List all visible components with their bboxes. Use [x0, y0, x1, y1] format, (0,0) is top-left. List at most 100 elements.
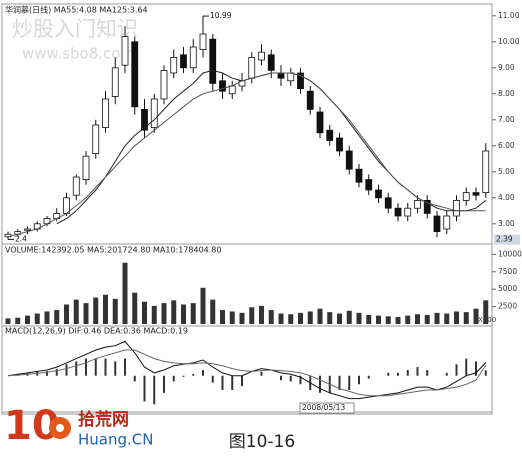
volume-bar: [356, 312, 362, 324]
candle-body: [24, 228, 31, 231]
logo-gear: [49, 417, 71, 439]
macd-bar: [153, 375, 156, 405]
candle-body: [189, 46, 197, 69]
candle-body: [472, 192, 480, 196]
y-tick-label: 10000: [498, 249, 522, 258]
macd-bar: [338, 375, 341, 390]
macd-bar: [94, 358, 97, 376]
y-tick-label: 9.00: [498, 63, 515, 72]
macd-bar: [426, 370, 429, 376]
volume-bar: [395, 317, 401, 324]
candle-body: [453, 199, 460, 217]
low-annotation: 2.4: [15, 234, 27, 243]
macd-bar: [406, 370, 409, 376]
candle-body: [121, 36, 129, 66]
candle-body: [150, 98, 158, 129]
volume-bar: [64, 304, 69, 324]
volume-bar: [249, 307, 255, 324]
macd-bar: [143, 375, 146, 402]
candle-body: [199, 33, 207, 50]
candle-body: [394, 207, 402, 217]
volume-bar: [278, 313, 284, 324]
candle-body: [180, 54, 187, 69]
macd-bar: [163, 375, 165, 393]
candle-body: [345, 150, 353, 170]
macd-bar: [280, 375, 282, 381]
volume-bar: [161, 303, 167, 324]
macd-bar: [85, 358, 87, 376]
macd-bar: [445, 372, 448, 376]
volume-bar: [385, 316, 391, 324]
candle-body: [63, 197, 70, 214]
volume-bar: [463, 312, 469, 324]
candle-body: [141, 109, 148, 131]
macd-bar: [465, 358, 468, 376]
watermark-url: www.sbo8.com: [22, 45, 135, 63]
last-price-box: [494, 234, 520, 245]
y-tick-label: 5000: [498, 284, 517, 293]
y-tick-label: 7500: [498, 267, 517, 276]
panel-title: MACD(12,26,9) DIF:0.46 DEA:0.36 MACD:0.1…: [5, 327, 188, 336]
candle-body: [306, 90, 314, 110]
macd-bar: [260, 371, 263, 376]
macd-bar: [319, 375, 321, 393]
candle-body: [248, 57, 256, 79]
volume-bar: [376, 315, 381, 324]
volume-bar: [366, 314, 372, 324]
macd-bar: [104, 358, 107, 376]
macd-bar: [182, 375, 185, 377]
macd-bar: [55, 368, 58, 376]
ma-line: [7, 72, 486, 238]
y-tick-label: 11.00: [498, 11, 520, 20]
volume-bar: [73, 299, 79, 324]
candle-body: [384, 197, 392, 209]
volume-bar: [317, 308, 323, 324]
candle-body: [336, 137, 343, 152]
volume-bar: [483, 300, 489, 324]
logo-url: Huang.CN: [78, 431, 153, 449]
y-tick-label: 3.00: [498, 219, 515, 228]
candle-body: [92, 124, 100, 155]
macd-bar: [231, 375, 234, 390]
volume-bar: [210, 299, 216, 324]
candle-body: [316, 111, 324, 134]
date-label: 2008/05/13: [302, 403, 345, 412]
volume-bar: [405, 315, 411, 324]
volume-bar: [337, 313, 342, 324]
volume-bar: [5, 318, 11, 324]
volume-bar: [181, 304, 186, 324]
candle-body: [160, 70, 168, 100]
candle-body: [111, 67, 119, 97]
volume-bar: [220, 310, 225, 324]
candle-body: [414, 199, 421, 209]
date-box: [299, 402, 355, 414]
macd-bar: [192, 374, 195, 376]
volume-bar: [44, 311, 50, 324]
volume-bar: [229, 311, 235, 324]
candle-body: [375, 189, 382, 199]
candle-body: [404, 207, 412, 217]
volume-bar: [190, 303, 196, 324]
volume-bar: [103, 294, 108, 324]
caption: 图10-16: [229, 432, 295, 452]
macd-bar: [416, 367, 419, 376]
volume-bar: [122, 262, 128, 324]
volume-bar: [415, 314, 420, 324]
candle-body: [219, 80, 226, 92]
volume-bar: [268, 310, 274, 324]
ma-line: [7, 349, 487, 397]
candle-body: [72, 176, 80, 196]
macd-bar: [75, 361, 78, 376]
macd-bar: [299, 375, 302, 385]
volume-bar: [307, 311, 313, 324]
volume-bar: [424, 314, 430, 324]
macd-bar: [124, 358, 126, 376]
macd-bar: [241, 375, 243, 386]
candle-body: [433, 215, 441, 232]
macd-bar: [475, 361, 477, 376]
candle-body: [267, 54, 275, 71]
y-tick-label: 5.00: [498, 167, 515, 176]
volume-bar: [34, 313, 40, 324]
volume-bar: [132, 292, 138, 324]
